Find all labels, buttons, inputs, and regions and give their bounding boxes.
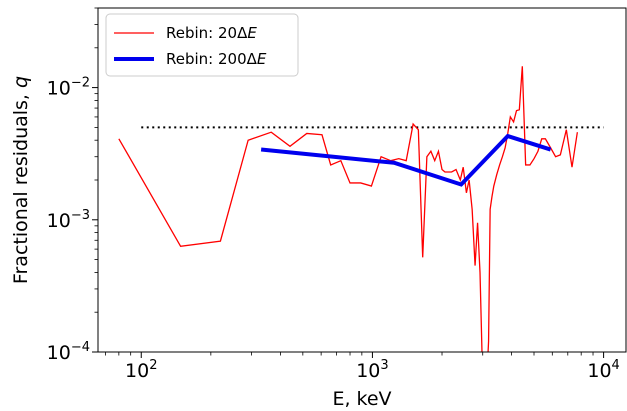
series-line-rebin-200 [260,133,552,187]
y-tick-label: 10−2 [47,76,90,100]
legend: Rebin: 20ΔE Rebin: 200ΔE [105,13,299,77]
axes: 102 103 104 10−4 10−3 10−2 E, keV Fractional re… [10,7,620,410]
y-tick-label: 10−3 [47,208,90,232]
plot-area [118,66,604,352]
series-line-rebin-20 [118,66,579,352]
legend-label: Rebin: 200ΔE [166,50,267,68]
y-tick-label: 10−4 [47,340,90,364]
x-tick-label: 104 [587,358,619,382]
x-tick-label: 102 [125,358,157,382]
y-axis-label: Fractional residuals, q [10,76,32,284]
x-axis-label: E, keV [332,388,391,410]
legend-label: Rebin: 20ΔE [166,24,257,42]
x-tick-label: 103 [356,358,388,382]
